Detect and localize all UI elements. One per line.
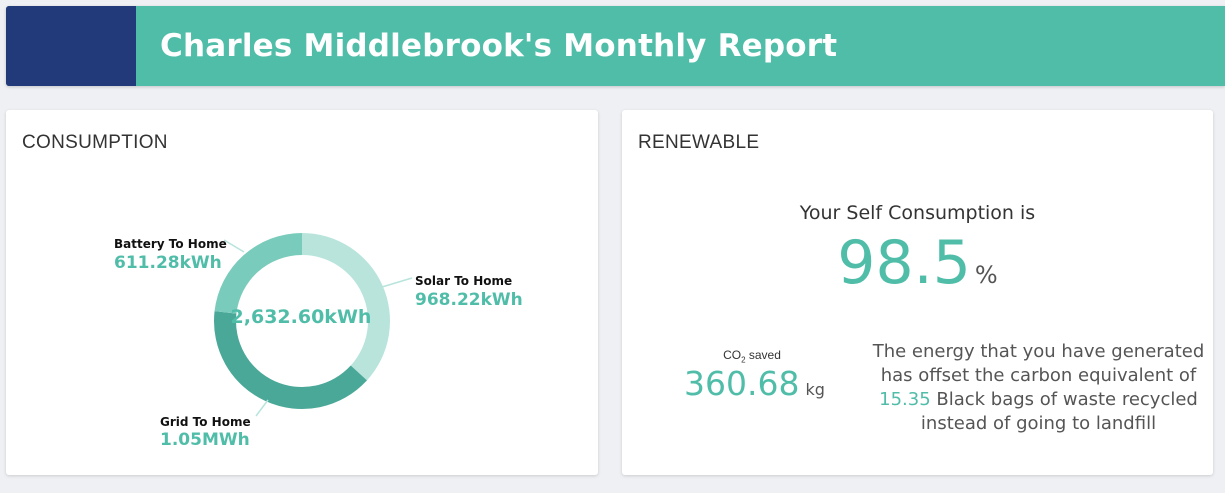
battery-leader-line — [223, 239, 245, 253]
grid-segment-label: Grid To Home — [160, 415, 251, 429]
co2-saved-unit: kg — [805, 380, 825, 399]
report-header: Charles Middlebrook's Monthly Report — [6, 6, 1225, 86]
co2-saved-display: 360.68 kg — [684, 364, 825, 403]
carbon-offset-text: The energy that you have generated has o… — [872, 340, 1205, 436]
grid-segment-value: 1.05MWh — [160, 430, 250, 450]
solar-segment-value: 968.22kWh — [415, 290, 523, 310]
self-consumption-unit: % — [974, 261, 998, 289]
co2-saved-value: 360.68 — [684, 364, 800, 403]
offset-number: 15.35 — [879, 389, 931, 410]
consumption-card: CONSUMPTION Battery To Home 611.28kWh So… — [6, 110, 598, 475]
consumption-title: CONSUMPTION — [22, 132, 168, 153]
co2-label-subscript: 2 — [741, 355, 746, 365]
renewable-title: RENEWABLE — [638, 132, 760, 153]
offset-text-after: Black bags of waste recycled instead of … — [920, 389, 1198, 434]
co2-label-suffix: saved — [745, 348, 781, 362]
co2-saved-label: CO2 saved — [682, 348, 822, 364]
header-accent-block — [6, 6, 136, 86]
battery-slice[interactable] — [214, 233, 302, 314]
self-consumption-display: 98.5% — [622, 228, 1213, 298]
offset-text-before: The energy that you have generated has o… — [872, 341, 1205, 386]
self-consumption-value: 98.5 — [837, 228, 971, 298]
page-title: Charles Middlebrook's Monthly Report — [160, 28, 838, 64]
grid-leader-line — [255, 399, 269, 417]
consumption-total: 2,632.60kWh — [230, 306, 372, 328]
grid-slice[interactable] — [214, 311, 367, 409]
consumption-donut-chart — [214, 233, 413, 417]
battery-segment-label: Battery To Home — [114, 237, 227, 251]
solar-segment-label: Solar To Home — [415, 274, 513, 288]
self-consumption-label: Your Self Consumption is — [799, 202, 1036, 224]
battery-segment-value: 611.28kWh — [114, 253, 222, 273]
co2-label-prefix: CO — [723, 348, 742, 362]
solar-slice[interactable] — [302, 233, 390, 381]
renewable-card: RENEWABLE Your Self Consumption is 98.5%… — [622, 110, 1213, 475]
solar-leader-line — [381, 277, 413, 288]
